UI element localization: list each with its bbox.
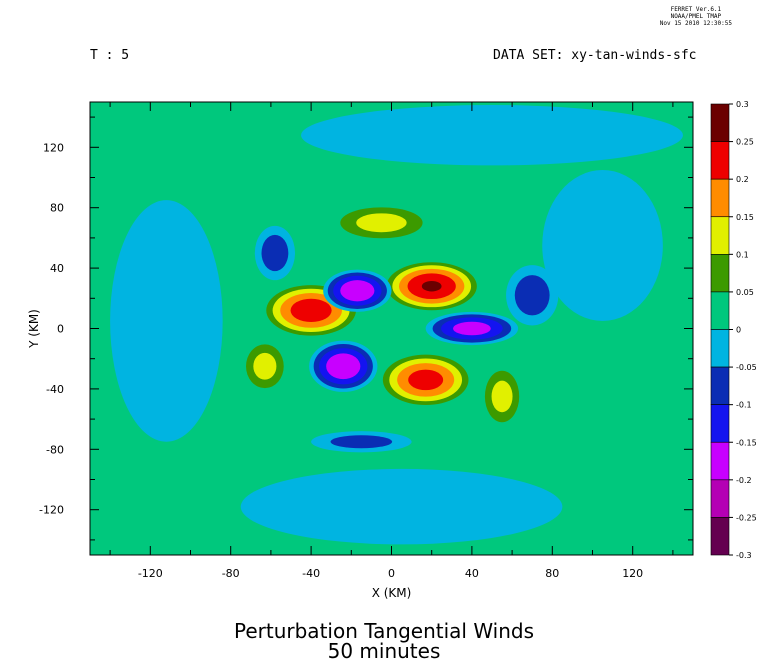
colorbar-label: 0 <box>736 326 741 335</box>
contour-band <box>330 435 393 449</box>
contour-band <box>326 353 361 380</box>
y-tick-label: 120 <box>43 141 64 154</box>
colorbar-swatch <box>710 103 730 142</box>
colorbar-swatch <box>710 517 730 556</box>
colorbar-swatch <box>710 329 730 368</box>
contour-band <box>421 280 442 292</box>
contour-band <box>408 369 444 391</box>
y-tick-label: 40 <box>50 262 64 275</box>
contour-band <box>340 280 375 302</box>
colorbar-swatch <box>710 479 730 518</box>
contour-feature <box>506 265 559 326</box>
x-tick-label: 40 <box>465 567 479 580</box>
y-tick-label: -80 <box>46 443 64 456</box>
contour-feature <box>301 105 683 166</box>
colorbar-label: -0.25 <box>736 513 757 522</box>
colorbar-swatch <box>710 216 730 255</box>
colorbar-label: 0.15 <box>736 213 754 222</box>
x-tick-label: -80 <box>222 567 240 580</box>
contour-band <box>253 352 277 380</box>
contour-feature <box>386 262 477 311</box>
contour-feature <box>382 354 469 406</box>
contour-feature <box>110 200 223 442</box>
y-tick-label: 0 <box>57 323 64 336</box>
colorbar-label: -0.3 <box>736 551 752 560</box>
contour-feature <box>340 207 423 239</box>
colorbar-swatch <box>710 254 730 293</box>
contour-feature <box>323 269 392 312</box>
x-tick-label: 80 <box>545 567 559 580</box>
contour-band <box>290 298 332 322</box>
contour-band <box>453 321 491 336</box>
x-tick-label: 0 <box>388 567 395 580</box>
x-tick-label: -40 <box>302 567 320 580</box>
colorbar-swatch <box>710 141 730 180</box>
contour-feature <box>246 344 284 389</box>
colorbar-label: 0.1 <box>736 250 749 259</box>
colorbar: 0.3 0.25 0.2 0.15 0.1 0.05 0 -0.05 -0.1 -0.15 -0.2… <box>710 100 757 560</box>
contour-band <box>110 200 223 442</box>
contour-band <box>240 468 563 545</box>
x-axis: -120 -80 -40 0 40 80 120 <box>109 102 674 580</box>
stamp-line: Nov 15 2010 12:30:55 <box>659 20 732 27</box>
colorbar-label: -0.05 <box>736 363 757 372</box>
x-tick-label: 120 <box>622 567 643 580</box>
contour-feature <box>240 468 563 545</box>
contour-feature <box>542 169 663 321</box>
colorbar-swatch <box>710 291 730 330</box>
contour-feature <box>309 340 378 392</box>
x-tick-label: -120 <box>138 567 163 580</box>
colorbar-label: 0.3 <box>736 100 749 109</box>
y-axis-label: Y (KM) <box>27 309 41 349</box>
colorbar-label: 0.05 <box>736 288 754 297</box>
stamp-line: FERRET Ver.6.1 <box>670 6 722 13</box>
time-label: T : 5 <box>90 48 130 63</box>
contour-band <box>542 169 663 321</box>
stamp-line: NOAA/PMEL TMAP <box>670 13 722 20</box>
contour-feature <box>311 431 412 453</box>
contour-band <box>491 380 513 413</box>
contour-band <box>301 105 683 166</box>
y-tick-label: -120 <box>39 504 64 517</box>
y-tick-label: 80 <box>50 202 64 215</box>
contour-band <box>261 234 289 272</box>
contour-feature <box>254 225 296 281</box>
colorbar-swatch <box>710 178 730 218</box>
contour-feature <box>425 311 519 346</box>
ferret-stamp: FERRET Ver.6.1 NOAA/PMEL TMAP Nov 15 201… <box>660 6 732 27</box>
colorbar-swatch <box>710 366 730 405</box>
dataset-label: DATA SET: xy-tan-winds-sfc <box>493 48 697 63</box>
colorbar-label: -0.1 <box>736 401 752 410</box>
x-axis-label: X (KM) <box>372 586 412 600</box>
colorbar-label: -0.2 <box>736 476 752 485</box>
chart-title: Perturbation Tangential Winds <box>234 619 534 643</box>
contour-fill <box>110 105 683 545</box>
contour-band <box>514 275 550 316</box>
colorbar-label: 0.25 <box>736 138 754 147</box>
contour-band <box>356 213 407 233</box>
colorbar-label: -0.15 <box>736 438 757 447</box>
colorbar-swatch <box>710 441 730 481</box>
colorbar-swatch <box>710 404 730 443</box>
y-axis: 120 80 40 0 -40 -80 -120 <box>39 116 693 541</box>
chart-subtitle: 50 minutes <box>327 639 441 663</box>
y-tick-label: -40 <box>46 383 64 396</box>
contour-feature <box>484 370 520 423</box>
colorbar-label: 0.2 <box>736 175 749 184</box>
